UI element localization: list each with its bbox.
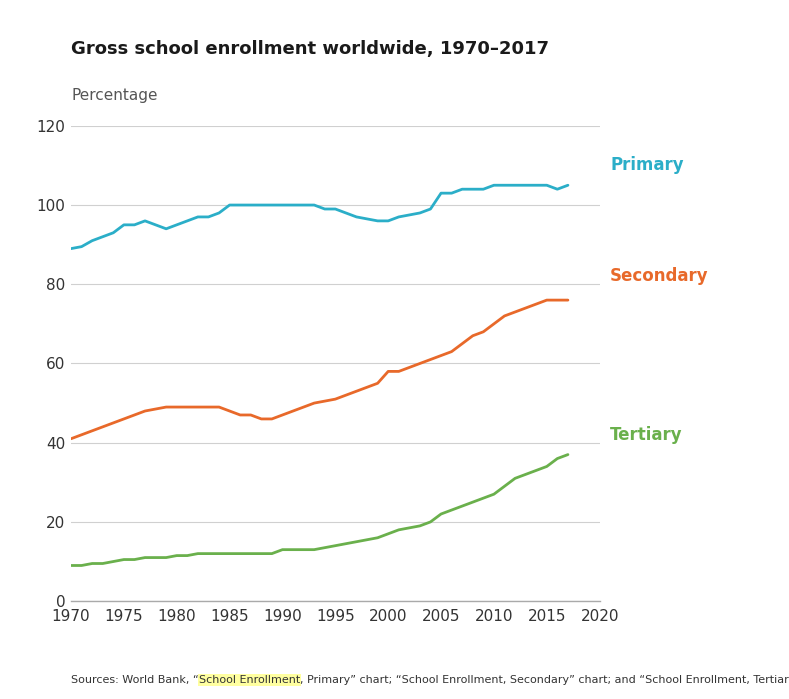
Text: Gross school enrollment worldwide, 1970–2017: Gross school enrollment worldwide, 1970–… [71,41,549,58]
Text: Secondary: Secondary [610,267,709,285]
Text: Percentage: Percentage [71,88,158,103]
Text: Sources: World Bank, “: Sources: World Bank, “ [71,675,199,685]
Text: School Enrollment: School Enrollment [199,675,300,685]
Text: Primary: Primary [610,157,684,175]
Text: , Primary” chart; “School Enrollment, Secondary” chart; and “School Enrollment, : , Primary” chart; “School Enrollment, Se… [300,675,789,685]
Text: Tertiary: Tertiary [610,426,682,444]
